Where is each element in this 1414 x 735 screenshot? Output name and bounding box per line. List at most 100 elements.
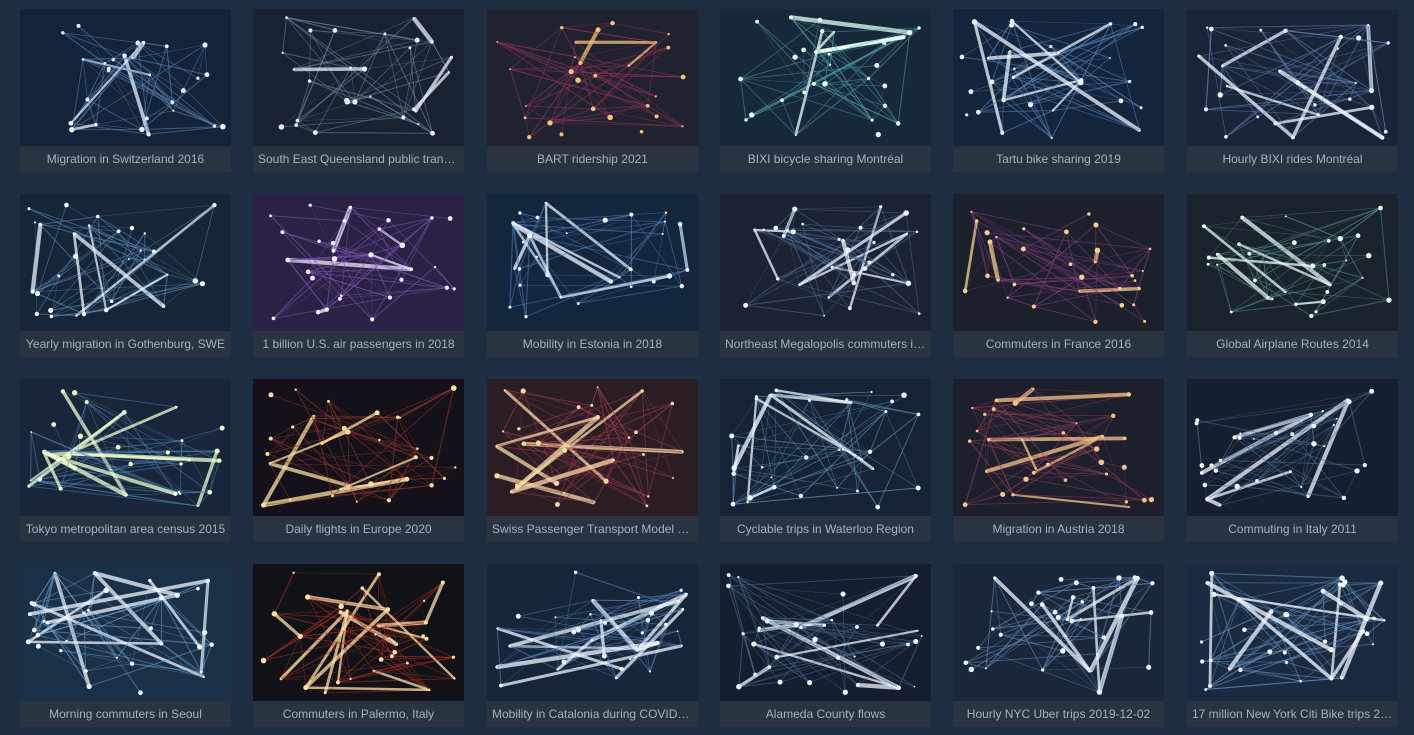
flow-nodes [729,388,921,510]
flow-map-thumbnail [1187,564,1398,701]
flow-lines [27,390,223,507]
card-title: 17 million New York Citi Bike trips 20..… [1187,701,1398,727]
flow-map-thumbnail [1187,379,1398,516]
flow-nodes [508,201,690,319]
flow-lines [745,206,920,317]
flow-nodes [260,571,456,695]
card-title: Commuting in Italy 2011 [1187,516,1398,542]
flow-nodes [1199,570,1386,691]
gallery-card[interactable]: Alameda County flows [720,564,931,727]
flow-map-thumbnail [487,194,698,331]
flow-map-thumbnail [487,9,698,146]
gallery-card[interactable]: Commuters in Palermo, Italy [253,564,464,727]
flow-map-thumbnail [20,564,231,701]
gallery-card[interactable]: Morning commuters in Seoul [20,564,231,727]
card-title: Morning commuters in Seoul [20,701,231,727]
gallery-card[interactable]: Daily flights in Europe 2020 [253,379,464,542]
gallery-card[interactable]: Yearly migration in Gothenburg, SWE [20,194,231,357]
gallery-card[interactable]: Hourly BIXI rides Montréal [1187,9,1398,172]
flow-map-thumbnail [487,564,698,701]
flow-map-thumbnail [253,379,464,516]
flow-map-thumbnail [953,194,1164,331]
flow-nodes [27,389,225,508]
flow-map-thumbnail [720,194,931,331]
flow-lines [496,22,684,138]
gallery-card[interactable]: Global Airplane Routes 2014 [1187,194,1398,357]
flow-lines [731,389,919,508]
flow-lines [496,571,688,688]
card-title: 1 billion U.S. air passengers in 2018 [253,331,464,357]
gallery-card[interactable]: 1 billion U.S. air passengers in 2018 [253,194,464,357]
flow-lines [263,572,456,694]
flow-lines [963,211,1151,323]
gallery-card[interactable]: Swiss Passenger Transport Model 2017 [487,379,698,542]
flow-lines [27,571,213,693]
card-title: Migration in Switzerland 2016 [20,146,231,172]
card-title: Hourly NYC Uber trips 2019-12-02 [953,701,1164,727]
card-title: Yearly migration in Gothenburg, SWE [20,331,231,357]
flow-lines [28,204,216,318]
gallery-card[interactable]: Mobility in Catalonia during COVID-19 [487,564,698,727]
flow-nodes [278,16,454,136]
gallery-card[interactable]: Commuters in France 2016 [953,194,1164,357]
gallery-card[interactable]: 17 million New York Citi Bike trips 20..… [1187,564,1398,727]
flow-nodes [738,15,921,138]
gallery-card[interactable]: BIXI bicycle sharing Montréal [720,9,931,172]
flow-map-thumbnail [487,379,698,516]
flow-nodes [1202,205,1392,319]
card-title: Hourly BIXI rides Montréal [1187,146,1398,172]
flow-nodes [962,387,1155,509]
card-title: Swiss Passenger Transport Model 2017 [487,516,698,542]
flow-nodes [269,203,456,322]
card-title: Commuters in Palermo, Italy [253,701,464,727]
flow-nodes [61,23,226,137]
gallery-card[interactable]: Migration in Switzerland 2016 [20,9,231,172]
flow-nodes [494,386,684,508]
gallery-card[interactable]: Mobility in Estonia in 2018 [487,194,698,357]
card-title: Commuters in France 2016 [953,331,1164,357]
gallery-card[interactable]: Tokyo metropolitan area census 2015 [20,379,231,542]
flow-map-thumbnail [953,9,1164,146]
card-title: BART ridership 2021 [487,146,698,172]
flow-lines [509,201,689,318]
flow-map-thumbnail [720,9,931,146]
flow-nodes [726,573,923,695]
card-title: South East Queensland public transp... [253,146,464,172]
gallery-card[interactable]: Tartu bike sharing 2019 [953,9,1164,172]
gallery-card[interactable]: Hourly NYC Uber trips 2019-12-02 [953,564,1164,727]
flow-nodes [495,570,688,688]
flow-map-thumbnail [20,194,231,331]
flow-map-thumbnail [1187,9,1398,146]
card-title: Daily flights in Europe 2020 [253,516,464,542]
flow-map-thumbnail [253,9,464,146]
gallery-card[interactable]: BART ridership 2021 [487,9,698,172]
gallery-card[interactable]: Northeast Megalopolis commuters in... [720,194,931,357]
card-title: Mobility in Catalonia during COVID-19 [487,701,698,727]
card-title: Tartu bike sharing 2019 [953,146,1164,172]
card-title: Mobility in Estonia in 2018 [487,331,698,357]
card-title: Alameda County flows [720,701,931,727]
flow-lines [495,386,684,507]
flow-lines [62,25,224,135]
flow-lines [270,204,455,320]
gallery-card[interactable]: South East Queensland public transp... [253,9,464,172]
flow-map-thumbnail [253,564,464,701]
flow-lines [965,576,1153,693]
flow-nodes [962,210,1152,324]
flow-nodes [260,385,457,508]
card-title: Migration in Austria 2018 [953,516,1164,542]
flow-nodes [496,20,686,140]
card-title: Global Airplane Routes 2014 [1187,331,1398,357]
card-title: Cyclable trips in Waterloo Region [720,516,931,542]
flow-map-thumbnail [720,564,931,701]
flow-nodes [743,205,921,317]
flow-nodes [963,575,1155,695]
flow-nodes [959,18,1144,140]
flow-lines [1203,207,1390,317]
gallery-card[interactable]: Commuting in Italy 2011 [1187,379,1398,542]
flow-nodes [1194,388,1375,507]
gallery-card[interactable]: Migration in Austria 2018 [953,379,1164,542]
gallery-card[interactable]: Cyclable trips in Waterloo Region [720,379,931,542]
flow-map-thumbnail [720,379,931,516]
